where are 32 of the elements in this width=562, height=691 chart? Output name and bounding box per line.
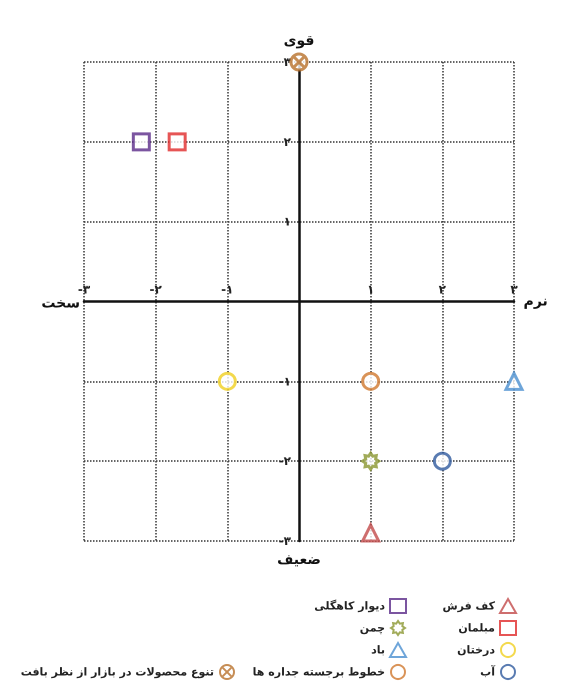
point [361, 452, 380, 471]
y-tick-label: -۳ [278, 534, 292, 548]
legend-label: خطوط برجسته جداره ها [252, 666, 385, 678]
y-tick-label: -۲ [278, 454, 292, 468]
x-tick-label: ۱ [367, 282, 374, 296]
y-tick-label: -۱ [278, 374, 291, 388]
y-tick-label: ۱ [284, 214, 291, 229]
x-tick-label: -۲ [150, 282, 162, 296]
point [132, 132, 151, 152]
x-tick-label: -۳ [78, 282, 91, 296]
text: ضعیف [277, 552, 321, 568]
x-tick-label: -۱ [221, 282, 234, 296]
x-tick-label: ۳ [510, 282, 518, 296]
text: سخت [41, 296, 80, 312]
legend-label: کف فرش [442, 600, 496, 612]
x-tick-label: ۲ [438, 282, 447, 296]
legend-label: چمن [360, 622, 385, 634]
legend-label: باد [371, 644, 385, 656]
legend-label: آب [480, 664, 496, 678]
y-tick-label: ۲ [284, 134, 292, 149]
point [361, 372, 380, 391]
legend-label: دیوار کاهگلی [314, 600, 386, 612]
point [168, 132, 187, 152]
legend-label: مبلمان [458, 622, 495, 634]
legend-label: درختان [457, 644, 496, 656]
point [361, 524, 380, 543]
legend-label: تنوع محصولات در بازار از نظر بافت [20, 666, 214, 678]
point [432, 452, 452, 471]
point [218, 372, 237, 391]
y-axis-title: قوی [284, 33, 314, 49]
point [504, 372, 524, 391]
x-axis-title: نرم [524, 294, 548, 310]
